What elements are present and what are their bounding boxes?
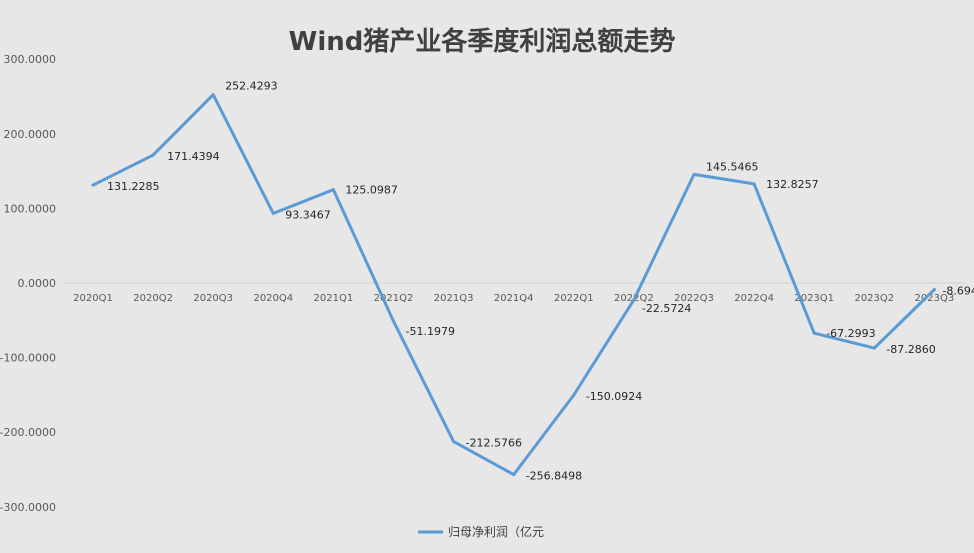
data-point: [752, 182, 756, 186]
y-tick-label: 100.0000: [4, 202, 57, 215]
y-tick-label: 300.0000: [4, 53, 57, 66]
data-label: 252.4293: [225, 80, 278, 93]
data-point: [812, 331, 816, 335]
x-tick-label: 2021Q1: [314, 293, 354, 304]
data-point: [692, 172, 696, 176]
data-point: [932, 287, 936, 291]
x-tick-label: 2020Q3: [193, 293, 233, 304]
data-label: 171.4394: [167, 150, 220, 163]
data-label: 131.2285: [107, 180, 160, 193]
data-label: -87.2860: [886, 343, 935, 356]
y-tick-label: 200.0000: [4, 128, 57, 141]
data-point: [271, 211, 275, 215]
data-point: [452, 440, 456, 444]
chart-title: Wind猪产业各季度利润总额走势: [289, 26, 676, 57]
data-point: [91, 183, 95, 187]
x-tick-label: 2022Q3: [674, 293, 714, 304]
data-point: [632, 298, 636, 302]
x-tick-label: 2023Q1: [794, 293, 834, 304]
data-label: -256.8498: [526, 470, 582, 483]
x-axis: 2020Q1 2020Q2 2020Q3 2020Q4 2021Q1 2021Q2 2021…: [73, 293, 954, 304]
x-tick-label: 2020Q2: [133, 293, 173, 304]
x-tick-label: 2022Q1: [554, 293, 594, 304]
data-point: [512, 473, 516, 477]
x-tick-label: 2022Q4: [734, 293, 774, 304]
legend: 归母净利润（亿元: [418, 524, 544, 539]
data-labels: 131.2285 171.4394 252.4293 93.3467 125.0987 -…: [107, 80, 974, 483]
data-label: 125.0987: [345, 184, 398, 197]
y-axis: 300.0000 200.0000 100.0000 0.0000 -100.0000 -…: [0, 53, 56, 514]
x-tick-label: 2023Q3: [915, 293, 955, 304]
data-label: 145.5465: [706, 160, 759, 173]
data-point: [572, 393, 576, 397]
x-tick-label: 2021Q4: [494, 293, 534, 304]
x-tick-label: 2021Q2: [374, 293, 414, 304]
x-tick-label: 2020Q1: [73, 293, 113, 304]
x-tick-label: 2020Q4: [253, 293, 293, 304]
data-point: [872, 346, 876, 350]
x-tick-label: 2023Q2: [854, 293, 894, 304]
series: [91, 93, 936, 477]
y-tick-label: 0.0000: [18, 277, 57, 290]
data-label: -150.0924: [586, 390, 642, 403]
data-point: [211, 93, 215, 97]
y-tick-label: -200.0000: [0, 426, 56, 439]
data-label: -51.1979: [406, 325, 455, 338]
y-tick-label: -300.0000: [0, 501, 56, 514]
x-tick-label: 2021Q3: [434, 293, 474, 304]
data-label: 93.3467: [285, 208, 331, 221]
legend-label: 归母净利润（亿元: [448, 524, 544, 539]
data-point: [151, 153, 155, 157]
data-label: -22.5724: [642, 302, 691, 315]
data-label: -67.2993: [826, 327, 875, 340]
y-tick-label: -100.0000: [0, 352, 56, 365]
data-label: -212.5766: [466, 437, 522, 450]
data-label: 132.8257: [766, 178, 819, 191]
data-point: [392, 319, 395, 323]
data-label: -8.6945: [942, 284, 974, 297]
data-point: [331, 188, 335, 192]
